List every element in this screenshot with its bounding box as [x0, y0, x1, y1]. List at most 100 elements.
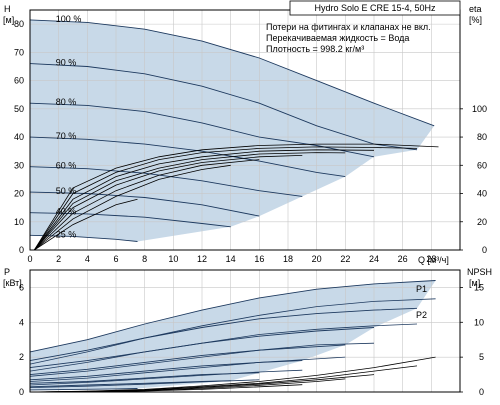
npsh-tick-label: 5: [479, 352, 484, 362]
power-tick-label: 4: [19, 317, 24, 327]
eta-tick-label: 40: [477, 189, 487, 199]
speed-label: 90 %: [56, 58, 77, 68]
head-plot-frame: [29, 9, 461, 251]
p2-curve: [29, 323, 418, 372]
power-axis-label: P: [4, 267, 10, 277]
y-tick-label: 0: [19, 245, 24, 255]
speed-label: 25 %: [56, 229, 77, 239]
x-tick-label: 12: [197, 254, 207, 264]
efficiency-curves: [33, 143, 439, 251]
power-y-tick-labels: 0 2 4 6: [19, 282, 24, 397]
speed-curve: [29, 102, 375, 158]
p1-curve: [29, 388, 138, 391]
eta-tick-labels: 0 20 40 60 80 100: [460, 104, 487, 255]
eta-curve: [33, 146, 418, 251]
eta-tick-label: 60: [477, 160, 487, 170]
eta-tick-label: 20: [477, 217, 487, 227]
p2-curve: [29, 342, 375, 377]
eta-tick-label: 80: [477, 132, 487, 142]
p2-curve: [29, 379, 260, 388]
eta-curve: [34, 198, 138, 251]
eta-curve: [34, 159, 260, 251]
y-tick-label: 20: [14, 189, 24, 199]
note-liquid: Перекачиваемая жидкость = Вода: [266, 33, 409, 43]
x-tick-label: 26: [398, 254, 408, 264]
note-density: Плотность = 998.2 кг/м³: [266, 44, 364, 54]
chart-title: Hydro Solo E CRE 15-4, 50Hz: [314, 3, 436, 13]
x-tick-label: 22: [340, 254, 350, 264]
y-tick-label: 40: [14, 132, 24, 142]
x-tick-label: 14: [226, 254, 236, 264]
x-tick-label: 16: [254, 254, 264, 264]
x-tick-label: 10: [168, 254, 178, 264]
x-tick-label: 18: [283, 254, 293, 264]
x-tick-label: 2: [56, 254, 61, 264]
x-tick-label: 28: [426, 254, 436, 264]
y-tick-label: 10: [14, 217, 24, 227]
x-tick-label: 0: [27, 254, 32, 264]
x-tick-label: 8: [142, 254, 147, 264]
p2-curve: [29, 298, 436, 365]
speed-label: 80 %: [56, 97, 77, 107]
y-tick-label: 60: [14, 76, 24, 86]
power-operating-envelope: [30, 280, 436, 390]
speed-label: 70 %: [56, 131, 77, 141]
speed-curve: [29, 191, 260, 217]
speed-curve: [29, 212, 231, 228]
head-speed-curves: [29, 19, 435, 242]
eta-axis-label: eta: [469, 4, 482, 14]
p1-curve: [29, 307, 418, 362]
head-axis-unit: [м]: [3, 15, 14, 25]
p1-curve: [29, 344, 346, 376]
power-curves: [29, 280, 436, 393]
speed-label: 60 %: [56, 161, 77, 171]
npsh-axis-label: NPSH: [467, 267, 492, 277]
note-fitting-losses: Потери на фитингах и клапанах не вкл.: [266, 22, 431, 32]
eta-curve: [34, 164, 231, 251]
p2-curve: [29, 369, 303, 386]
speed-label: 100 %: [56, 14, 82, 24]
power-chart: 0 2 4 6 0 5 10 15 P [кВт] NPSH [м] P1 P2: [3, 267, 492, 397]
speed-labels: 100 % 90 % 80 % 70 % 60 % 50 % 40 % 25 %: [56, 14, 82, 239]
power-envelope-area: [30, 280, 436, 390]
y-tick-label: 50: [14, 104, 24, 114]
head-axis-label: H: [4, 4, 11, 14]
eta-curve: [33, 149, 375, 251]
x-tick-label: 24: [369, 254, 379, 264]
head-x-tick-labels: 0 2 4 6 8 10 12 14 16 18 20 22 24 26 28: [27, 254, 436, 264]
npsh-tick-labels: 0 5 10 15: [460, 282, 484, 397]
eta-curve: [33, 143, 439, 251]
eta-curve: [33, 152, 346, 251]
eta-tick-label: 0: [482, 245, 487, 255]
y-tick-label: 80: [14, 19, 24, 29]
eta-tick-label: 100: [472, 104, 487, 114]
y-tick-label: 30: [14, 160, 24, 170]
npsh-tick-label: 15: [474, 282, 484, 292]
p2-curve: [29, 356, 346, 382]
flow-axis-label: Q [м³/ч]: [418, 255, 449, 265]
p1-series-label: P1: [416, 284, 427, 294]
head-y-tick-labels: 0 10 20 30 40 50 60 70 80: [14, 19, 24, 255]
power-axis-unit: [кВт]: [3, 278, 22, 288]
speed-label: 40 %: [56, 207, 77, 217]
power-tick-label: 0: [19, 387, 24, 397]
eta-curve: [34, 155, 303, 251]
x-tick-label: 20: [312, 254, 322, 264]
npsh-tick-label: 10: [474, 317, 484, 327]
head-chart: 0 2 4 6 8 10 12 14 16 18 20 22 24 26 28 01020304050607…: [3, 0, 487, 265]
eta-axis-unit: [%]: [469, 15, 482, 25]
power-tick-label: 6: [19, 282, 24, 292]
x-tick-label: 6: [113, 254, 118, 264]
speed-curve: [29, 19, 435, 127]
y-tick-label: 70: [14, 47, 24, 57]
npsh-tick-label: 0: [479, 387, 484, 397]
speed-label: 50 %: [56, 186, 77, 196]
x-tick-label: 4: [85, 254, 90, 264]
power-tick-label: 2: [19, 352, 24, 362]
chart-title-box: [289, 0, 461, 16]
p1-curve: [29, 280, 436, 353]
power-plot-frame: [29, 269, 461, 393]
speed-curve: [29, 136, 346, 178]
